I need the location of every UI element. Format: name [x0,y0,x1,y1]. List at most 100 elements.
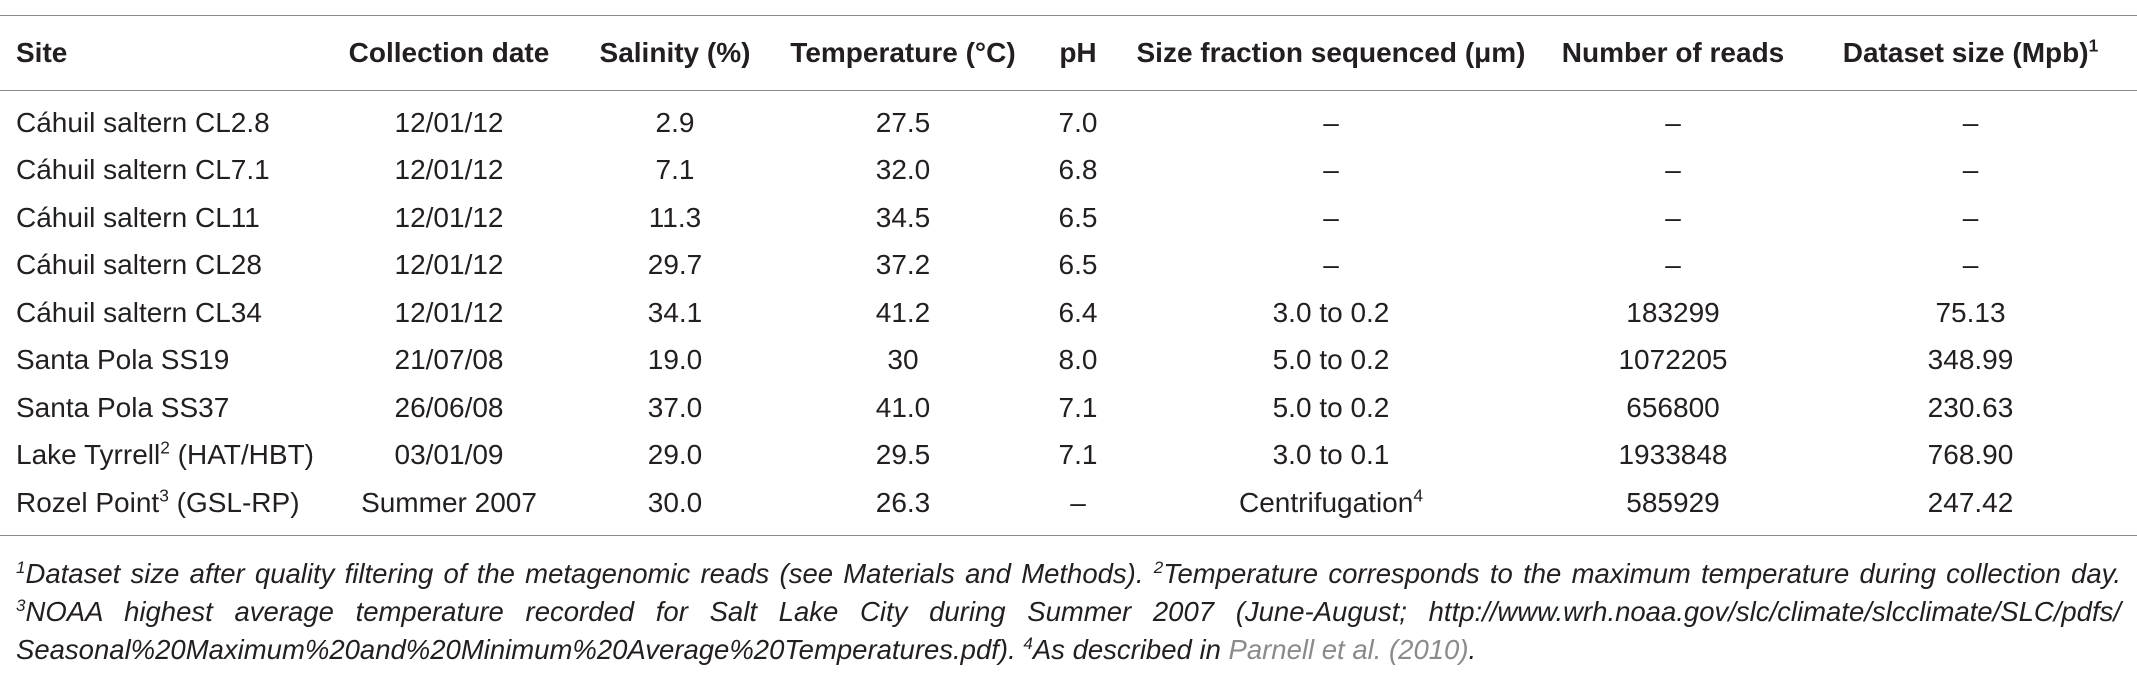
footnote-marker: 4 [1413,485,1423,506]
footnote-text: . [1468,634,1477,665]
header-temperature: Temperature (°C) [770,15,1036,91]
cell-collection-date-text: 03/01/09 [394,439,504,471]
footnote-marker: 1 [2088,35,2099,56]
cell-site: Cáhuil saltern CL7.1 [0,147,318,195]
cell-size-fraction-text: 3.0 to 0.2 [1272,296,1390,328]
cell-size-fraction: 5.0 to 0.2 [1120,384,1542,432]
cell-number-of-reads: – [1542,194,1804,242]
cell-number-of-reads-text: – [1665,201,1681,233]
cell-collection-date-text: 12/01/12 [394,154,504,186]
cell-size-fraction-text: 5.0 to 0.2 [1272,344,1390,376]
cell-collection-date-text: 12/01/12 [394,249,504,281]
cell-salinity: 19.0 [580,337,770,385]
cell-ph-text: 6.8 [1058,154,1098,186]
cell-size-fraction: 3.0 to 0.1 [1120,432,1542,480]
table-row: Santa Pola SS19 21/07/08 19.0 30 8.0 5.0 to 0… [0,337,2137,385]
cell-temperature-text: 30 [887,344,919,376]
cell-salinity: 30.0 [580,479,770,536]
cell-ph-text: 7.1 [1058,439,1098,471]
cell-size-fraction-text: – [1323,154,1339,186]
table-row: Cáhuil saltern CL11 12/01/12 11.3 34.5 6.5 – –… [0,194,2137,242]
table-row: Cáhuil saltern CL34 12/01/12 34.1 41.2 6.4 3.… [0,289,2137,337]
cell-size-fraction: – [1120,194,1542,242]
cell-temperature-text: 41.2 [875,296,931,328]
cell-collection-date: 12/01/12 [318,289,580,337]
footnote-marker: 4 [1023,633,1033,653]
cell-salinity-text: 19.0 [647,344,703,376]
cell-ph: – [1036,479,1120,536]
cell-salinity-text: 29.0 [647,439,703,471]
cell-size-fraction-text: 5.0 to 0.2 [1272,391,1390,423]
cell-salinity: 34.1 [580,289,770,337]
cell-size-fraction-text: – [1323,106,1339,138]
citation-link[interactable]: Parnell et al. (2010) [1228,634,1469,665]
cell-temperature: 29.5 [770,432,1036,480]
cell-ph-text: 6.5 [1058,249,1098,281]
footnote-text: As described in [1032,634,1229,665]
cell-ph: 7.1 [1036,432,1120,480]
cell-size-fraction: – [1120,242,1542,290]
cell-site: Santa Pola SS19 [0,337,318,385]
cell-site-text: Lake Tyrrell [16,439,161,471]
cell-size-fraction-text: – [1323,201,1339,233]
header-collection-date: Collection date [318,15,580,91]
cell-temperature: 32.0 [770,147,1036,195]
cell-number-of-reads: 585929 [1542,479,1804,536]
cell-number-of-reads: 183299 [1542,289,1804,337]
cell-site: Santa Pola SS37 [0,384,318,432]
cell-site-text: Cáhuil saltern CL34 [16,296,262,328]
table-row: Lake Tyrrell2 (HAT/HBT) 03/01/09 29.0 29.5 7… [0,432,2137,480]
cell-dataset-size-text: – [1962,106,1979,138]
cell-number-of-reads: 1933848 [1542,432,1804,480]
cell-collection-date-text: Summer 2007 [361,486,537,518]
table-footnotes: 1Dataset size after quality filtering of… [16,555,2121,669]
footnote-text: Dataset size after quality filtering of … [25,558,1154,589]
cell-temperature: 30 [770,337,1036,385]
cell-number-of-reads: – [1542,91,1804,147]
footnote-marker: 3 [159,485,169,506]
cell-number-of-reads: 1072205 [1542,337,1804,385]
cell-site: Lake Tyrrell2 (HAT/HBT) [0,432,318,480]
cell-dataset-size-text: 348.99 [1927,344,2014,376]
cell-dataset-size: – [1804,194,2137,242]
cell-size-fraction-text: – [1323,249,1339,281]
cell-ph-text: 6.5 [1058,201,1098,233]
cell-salinity: 2.9 [580,91,770,147]
cell-number-of-reads-text: 656800 [1626,391,1720,423]
cell-collection-date: 26/06/08 [318,384,580,432]
header-salinity: Salinity (%) [580,15,770,91]
cell-salinity-text: 34.1 [647,296,703,328]
cell-dataset-size: 348.99 [1804,337,2137,385]
cell-dataset-size: 230.63 [1804,384,2137,432]
cell-temperature-text: 27.5 [875,106,931,138]
cell-salinity-text: 30.0 [647,486,703,518]
cell-number-of-reads-text: 585929 [1626,486,1720,518]
cell-site-text: Rozel Point [16,486,160,518]
cell-site-text: Cáhuil saltern CL2.8 [16,106,270,138]
cell-site-text: (HAT/HBT) [169,439,315,471]
cell-temperature: 41.0 [770,384,1036,432]
data-table: Site Collection date Salinity (%) Temper… [0,15,2137,536]
cell-collection-date: 12/01/12 [318,194,580,242]
cell-size-fraction: 5.0 to 0.2 [1120,337,1542,385]
cell-collection-date-text: 12/01/12 [394,201,504,233]
cell-temperature: 41.2 [770,289,1036,337]
cell-site-text: Cáhuil saltern CL28 [16,249,262,281]
cell-number-of-reads-text: 1933848 [1618,439,1728,471]
cell-number-of-reads-text: – [1665,106,1681,138]
cell-site-text: (GSL-RP) [168,486,300,518]
cell-salinity-text: 11.3 [648,201,702,233]
cell-temperature-text: 34.5 [875,201,931,233]
cell-size-fraction: Centrifugation4 [1120,479,1542,536]
cell-ph: 7.0 [1036,91,1120,147]
cell-dataset-size-text: 247.42 [1927,486,2014,518]
header-site: Site [0,15,318,91]
cell-ph-text: 6.4 [1058,296,1098,328]
cell-collection-date: 21/07/08 [318,337,580,385]
table-body: Cáhuil saltern CL2.8 12/01/12 2.9 27.5 7.0 – –… [0,91,2137,536]
table-row: Cáhuil saltern CL2.8 12/01/12 2.9 27.5 7.0 – –… [0,91,2137,147]
cell-site: Cáhuil saltern CL34 [0,289,318,337]
cell-temperature: 37.2 [770,242,1036,290]
cell-temperature-text: 26.3 [875,486,931,518]
cell-collection-date-text: 12/01/12 [394,106,504,138]
